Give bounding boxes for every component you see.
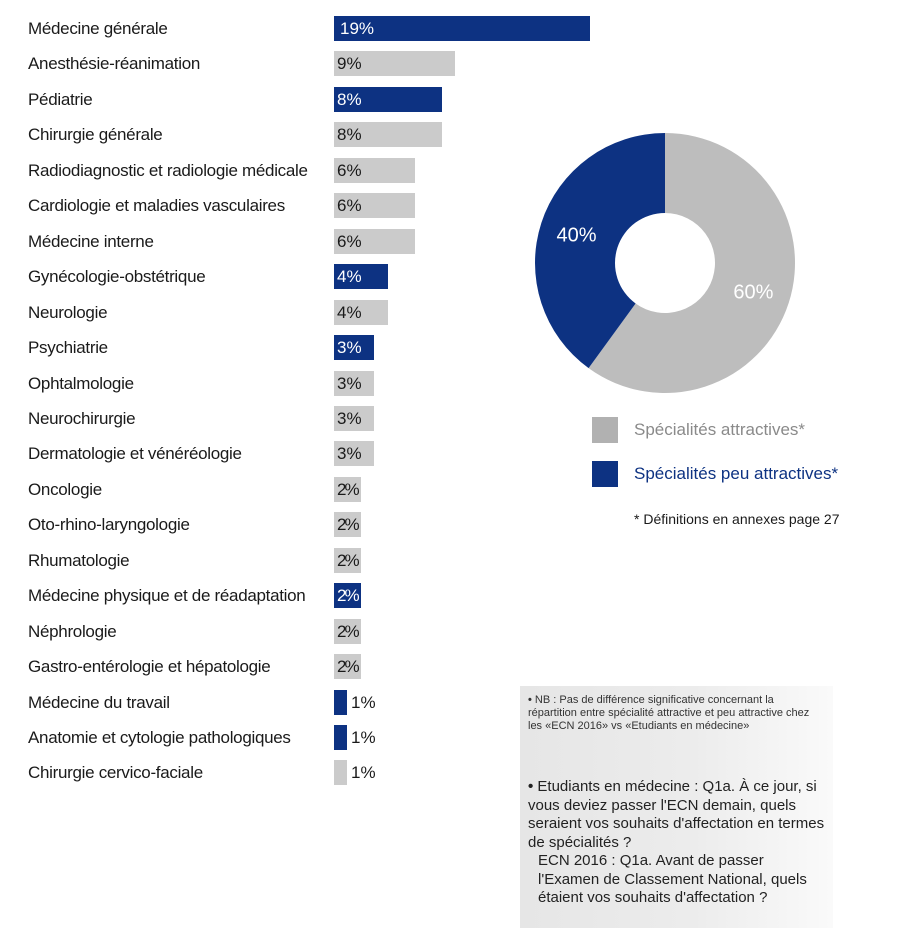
bar (334, 86, 442, 112)
donut-value-label: 60% (733, 282, 773, 304)
category-label: Médecine générale (28, 19, 168, 38)
value-label: 1% (351, 692, 376, 712)
bar (334, 547, 361, 573)
value-label: 3% (337, 444, 362, 464)
value-label: 2% (337, 515, 360, 535)
bar (334, 299, 388, 325)
value-label: 4% (337, 302, 362, 322)
value-label: 3% (337, 408, 362, 428)
legend-item-less-attractive: Spécialités peu attractives* (592, 460, 838, 488)
category-label: Dermatologie et vénéréologie (28, 444, 242, 464)
bar (334, 264, 388, 290)
bar (334, 654, 361, 680)
value-label: 19% (340, 19, 375, 38)
legend-item-attractive: Spécialités attractives* (592, 416, 805, 444)
question-ecn: ECN 2016 : Q1a. Avant de passer l'Examen… (538, 852, 807, 906)
category-label: Chirurgie générale (28, 125, 163, 145)
category-label: Gastro-entérologie et hépatologie (28, 657, 271, 677)
bar (334, 228, 415, 254)
category-label: Anatomie et cytologie pathologiques (28, 728, 291, 747)
value-label: 2% (337, 657, 360, 677)
category-label: Psychiatrie (28, 338, 108, 358)
bullet-icon: • (528, 694, 535, 706)
bar (334, 157, 415, 183)
category-label: Anesthésie-réanimation (28, 54, 200, 74)
value-label: 8% (337, 89, 362, 109)
category-label: Neurologie (28, 302, 108, 322)
value-label: 6% (337, 160, 362, 180)
value-label: 1% (351, 763, 376, 783)
category-label: Ophtalmologie (28, 373, 134, 393)
bar (334, 441, 374, 467)
bar (334, 405, 374, 431)
bar (334, 476, 361, 502)
bar (334, 122, 442, 148)
question-students: • Etudiants en médecine : Q1a. À ce jour… (528, 778, 828, 852)
legend-swatch-less-attractive (592, 461, 618, 487)
value-label: 9% (337, 54, 362, 74)
question-students-text: Etudiants en médecine : Q1a. À ce jour, … (528, 778, 825, 851)
bar (334, 689, 347, 715)
nb-note: • NB : Pas de différence significative c… (528, 694, 818, 733)
bar (334, 16, 590, 41)
category-label: Rhumatologie (28, 550, 130, 570)
value-label: 3% (337, 338, 362, 358)
legend-swatch-attractive (592, 417, 618, 443)
value-label: 2% (337, 479, 360, 499)
bar (334, 370, 374, 396)
bar (334, 51, 455, 77)
value-label: 3% (337, 373, 362, 393)
bar (334, 760, 347, 786)
legend-label-attractive: Spécialités attractives* (634, 420, 806, 439)
specialty-bar-chart: Médecine générale 19% Anesthésie-réanimati… (28, 16, 590, 786)
donut-slice (535, 133, 665, 369)
value-label: 6% (337, 196, 362, 216)
category-label: Pédiatrie (28, 89, 93, 109)
question-note: • Etudiants en médecine : Q1a. À ce jour… (528, 778, 828, 908)
value-label: 2% (337, 586, 360, 606)
value-label: 2% (337, 550, 360, 570)
category-label: Oncologie (28, 479, 102, 499)
note-box: • NB : Pas de différence significative c… (520, 686, 833, 928)
category-label: Chirurgie cervico-faciale (28, 763, 203, 783)
donut-value-label: 40% (557, 224, 597, 246)
bar (334, 618, 361, 644)
footnote: * Définitions en annexes page 27 (634, 511, 840, 527)
bar (334, 335, 374, 361)
category-label: Néphrologie (28, 621, 117, 641)
bar (334, 512, 361, 538)
value-label: 2% (337, 621, 360, 641)
category-label: Médecine interne (28, 231, 154, 251)
bar (334, 583, 361, 609)
category-label: Cardiologie et maladies vasculaires (28, 196, 285, 216)
category-label: Médecine du travail (28, 692, 170, 712)
category-label: Neurochirurgie (28, 408, 136, 428)
category-label: Gynécologie-obstétrique (28, 267, 206, 287)
value-label: 4% (337, 267, 362, 287)
bar (334, 193, 415, 219)
category-label: Oto-rhino-laryngologie (28, 515, 190, 535)
value-label: 6% (337, 231, 362, 251)
donut-slice (588, 133, 795, 394)
bar (334, 725, 347, 750)
legend-label-less-attractive: Spécialités peu attractives* (634, 464, 839, 483)
value-label: 1% (351, 728, 376, 747)
category-label: Médecine physique et de réadaptation (28, 586, 306, 606)
bullet-icon: • (528, 778, 538, 795)
nb-note-text: NB : Pas de différence significative con… (528, 694, 810, 732)
value-label: 8% (337, 125, 362, 145)
category-label: Radiodiagnostic et radiologie médicale (28, 160, 308, 180)
